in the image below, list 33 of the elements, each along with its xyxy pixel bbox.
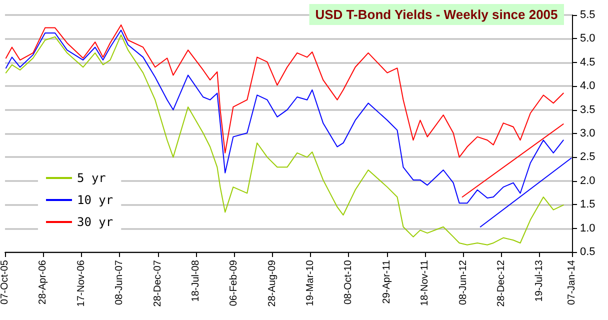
x-tick-label: 28-Dec-12 bbox=[496, 260, 507, 307]
x-tick-label: 28-Aug-09 bbox=[266, 260, 278, 307]
x-tick-label: 08-Jun-07 bbox=[114, 260, 126, 306]
x-tick-label: 19-Mar-10 bbox=[305, 260, 316, 306]
y-tick-label: 0.5 bbox=[580, 246, 596, 258]
y-tick-label: 2.0 bbox=[580, 174, 596, 187]
x-tick-label: 07-Jan-14 bbox=[566, 260, 578, 306]
line-series bbox=[5, 34, 564, 246]
x-tick-label: 17-Nov-06 bbox=[76, 260, 87, 307]
y-tick-label: 3.0 bbox=[580, 128, 596, 140]
x-tick-label: 06-Feb-09 bbox=[228, 260, 240, 306]
x-tick-label: 07-Oct-05 bbox=[0, 260, 10, 304]
y-tick-label: 1.5 bbox=[580, 198, 596, 211]
legend-label: 30 yr bbox=[77, 215, 114, 229]
chart-title: USD T-Bond Yields - Weekly since 2005 bbox=[315, 7, 558, 22]
legend-label: 5 yr bbox=[77, 171, 106, 185]
x-tick-label: 28-Apr-06 bbox=[38, 260, 49, 304]
y-tick-label: 4.0 bbox=[580, 80, 596, 92]
x-tick-label: 29-Apr-11 bbox=[381, 260, 392, 304]
x-tick-label: 18-Nov-11 bbox=[420, 260, 431, 306]
legend-label: 10 yr bbox=[77, 193, 114, 207]
x-tick-label: 08-Oct-10 bbox=[343, 260, 354, 304]
x-tick-label: 19-Jul-13 bbox=[534, 260, 546, 302]
y-tick-label: 5.5 bbox=[580, 9, 596, 21]
y-tick-label: 2.5 bbox=[580, 151, 596, 164]
y-tick-label: 1.0 bbox=[580, 222, 596, 234]
y-tick-label: 3.5 bbox=[580, 104, 596, 116]
x-tick-label: 18-Jul-08 bbox=[190, 260, 202, 302]
y-tick-label: 5.0 bbox=[580, 32, 596, 45]
x-tick-label: 28-Dec-07 bbox=[152, 260, 164, 307]
x-tick-label: 08-Jun-12 bbox=[458, 260, 469, 306]
y-tick-label: 4.5 bbox=[580, 56, 596, 68]
line-series bbox=[5, 24, 564, 158]
